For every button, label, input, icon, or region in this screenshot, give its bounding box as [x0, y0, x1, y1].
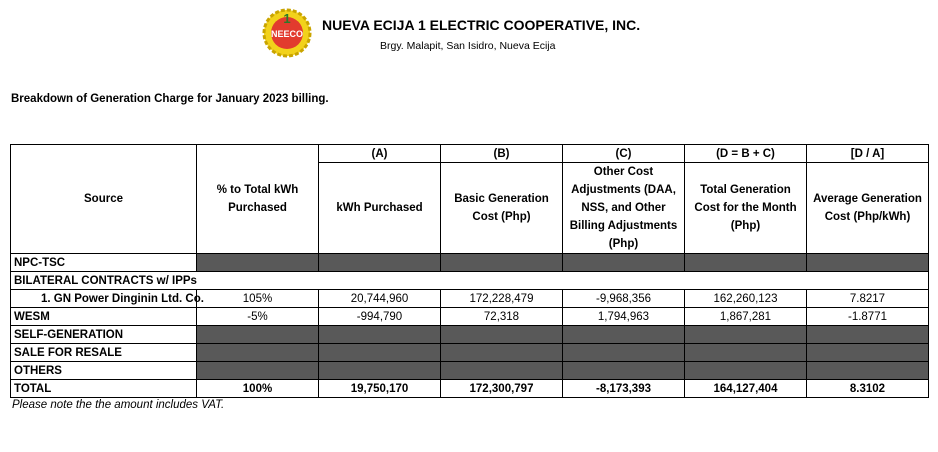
shaded-cell — [806, 253, 929, 272]
source-cell: NPC-TSC — [10, 253, 197, 272]
shaded-cell — [684, 325, 807, 344]
header-letter: [D / A] — [806, 144, 929, 163]
value-cell: 172,300,797 — [440, 379, 563, 398]
logo: 1 NEECO — [262, 8, 312, 58]
source-cell: BILATERAL CONTRACTS w/ IPPs — [10, 271, 929, 290]
table-row: BILATERAL CONTRACTS w/ IPPs — [10, 271, 929, 290]
header-cell: % to Total kWh Purchased — [196, 144, 319, 254]
source-cell: TOTAL — [10, 379, 197, 398]
header-letter: (D = B + C) — [684, 144, 807, 163]
value-cell: -1.8771 — [806, 307, 929, 326]
value-cell: 1,794,963 — [562, 307, 685, 326]
table-row: WESM -5% -994,790 72,318 1,794,963 1,867,281-… — [10, 307, 929, 326]
shaded-cell — [684, 343, 807, 362]
table-row: SALE FOR RESALE — [10, 343, 929, 362]
shaded-cell — [440, 361, 563, 380]
subtitle: Breakdown of Generation Charge for Janua… — [11, 93, 329, 105]
source-cell: WESM — [10, 307, 197, 326]
shaded-cell — [806, 325, 929, 344]
source-cell: SALE FOR RESALE — [10, 343, 197, 362]
source-cell: SELF-GENERATION — [10, 325, 197, 344]
value-cell: 162,260,123 — [684, 289, 807, 308]
header-cell: Total Generation Cost for the Month (Php… — [684, 162, 807, 254]
shaded-cell — [440, 253, 563, 272]
shaded-cell — [318, 253, 441, 272]
shaded-cell — [562, 325, 685, 344]
shaded-cell — [196, 253, 319, 272]
value-cell: -5% — [196, 307, 319, 326]
shaded-cell — [806, 343, 929, 362]
header-cell: Source — [10, 144, 197, 254]
shaded-cell — [196, 343, 319, 362]
value-cell: -8,173,393 — [562, 379, 685, 398]
header-cell: Basic Generation Cost (Php) — [440, 162, 563, 254]
value-cell: 100% — [196, 379, 319, 398]
shaded-cell — [562, 343, 685, 362]
shaded-cell — [440, 343, 563, 362]
header-cell: Other Cost Adjustments (DAA, NSS, and Ot… — [562, 162, 685, 254]
value-cell: 7.8217 — [806, 289, 929, 308]
header-cell: Average Generation Cost (Php/kWh) — [806, 162, 929, 254]
table-body: Source % to Total kWh Purchased (A) (B) … — [10, 144, 929, 398]
shaded-cell — [562, 253, 685, 272]
shaded-cell — [196, 361, 319, 380]
table-row: NPC-TSC — [10, 253, 929, 272]
table-row: TOTAL 100% 19,750,170 172,300,797 -8,173,393… — [10, 379, 929, 398]
value-cell: 19,750,170 — [318, 379, 441, 398]
value-cell: 20,744,960 — [318, 289, 441, 308]
table-row: OTHERS — [10, 361, 929, 380]
header-cell: kWh Purchased — [318, 162, 441, 254]
shaded-cell — [684, 361, 807, 380]
value-cell: -994,790 — [318, 307, 441, 326]
table-row: SELF-GENERATION — [10, 325, 929, 344]
value-cell: 1,867,281 — [684, 307, 807, 326]
header-letter: (B) — [440, 144, 563, 163]
shaded-cell — [318, 343, 441, 362]
logo-text: NEECO — [271, 29, 303, 39]
value-cell: 8.3102 — [806, 379, 929, 398]
header-row: kWh Purchased Basic Generation Cost (Php… — [11, 162, 929, 254]
header-letter: (A) — [318, 144, 441, 163]
address: Brgy. Malapit, San Isidro, Nueva Ecija — [380, 40, 556, 52]
shaded-cell — [806, 361, 929, 380]
shaded-cell — [440, 325, 563, 344]
value-cell: 164,127,404 — [684, 379, 807, 398]
title: NUEVA ECIJA 1 ELECTRIC COOPERATIVE, INC. — [322, 17, 641, 33]
table-row: 1. GN Power Dinginin Ltd. Co. 105% 20,744,… — [10, 289, 929, 308]
shaded-cell — [196, 325, 319, 344]
shaded-cell — [684, 253, 807, 272]
header-letter: (C) — [562, 144, 685, 163]
note: Please note the the amount includes VAT. — [12, 399, 225, 411]
value-cell: 172,228,479 — [440, 289, 563, 308]
value-cell: 105% — [196, 289, 319, 308]
shaded-cell — [318, 325, 441, 344]
value-cell: -9,968,356 — [562, 289, 685, 308]
source-cell: 1. GN Power Dinginin Ltd. Co. — [10, 289, 204, 308]
value-cell: 72,318 — [440, 307, 563, 326]
shaded-cell — [318, 361, 441, 380]
source-cell: OTHERS — [10, 361, 197, 380]
shaded-cell — [562, 361, 685, 380]
logo-number: 1 — [283, 11, 290, 26]
header-row: Source % to Total kWh Purchased (A) (B) … — [10, 144, 929, 254]
generation-table: Source % to Total kWh Purchased (A) (B) … — [10, 144, 929, 398]
